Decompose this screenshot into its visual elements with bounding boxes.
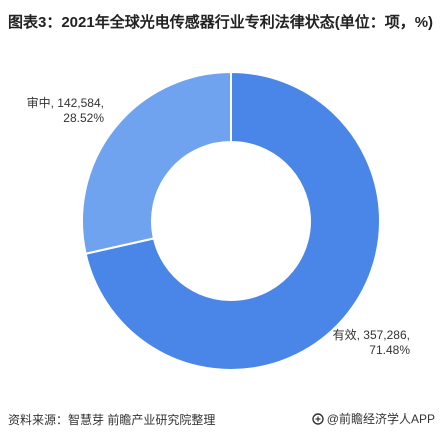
- source-note: 资料来源：智慧芽 前瞻产业研究院整理: [8, 413, 216, 427]
- slice-label-line2-0: 71.48%: [369, 343, 410, 357]
- donut-chart: 有效, 357,286, 71.48% 审中, 142,584, 28.52%: [0, 60, 447, 400]
- brand-logo-icon: [312, 412, 324, 425]
- slice-label-0: 有效, 357,286, 71.48%: [333, 327, 411, 357]
- slice-1: [81, 70, 232, 255]
- brand-credit: @前瞻经济学人APP: [312, 410, 435, 427]
- slice-label-1: 审中, 142,584, 28.52%: [27, 95, 105, 125]
- brand-credit-text: @前瞻经济学人APP: [326, 412, 435, 426]
- chart-title: 图表3：2021年全球光电传感器行业专利法律状态(单位：项，%): [8, 14, 434, 31]
- slice-0: [84, 70, 381, 371]
- footer: 资料来源：智慧芽 前瞻产业研究院整理 @前瞻经济学人APP: [0, 404, 447, 434]
- slice-label-line1-0: 有效, 357,286,: [333, 327, 410, 342]
- donut-chart-svg: 有效, 357,286, 71.48% 审中, 142,584, 28.52%: [27, 70, 411, 371]
- slice-label-line1-1: 审中, 142,584,: [27, 95, 104, 110]
- slice-label-line2-1: 28.52%: [63, 111, 104, 125]
